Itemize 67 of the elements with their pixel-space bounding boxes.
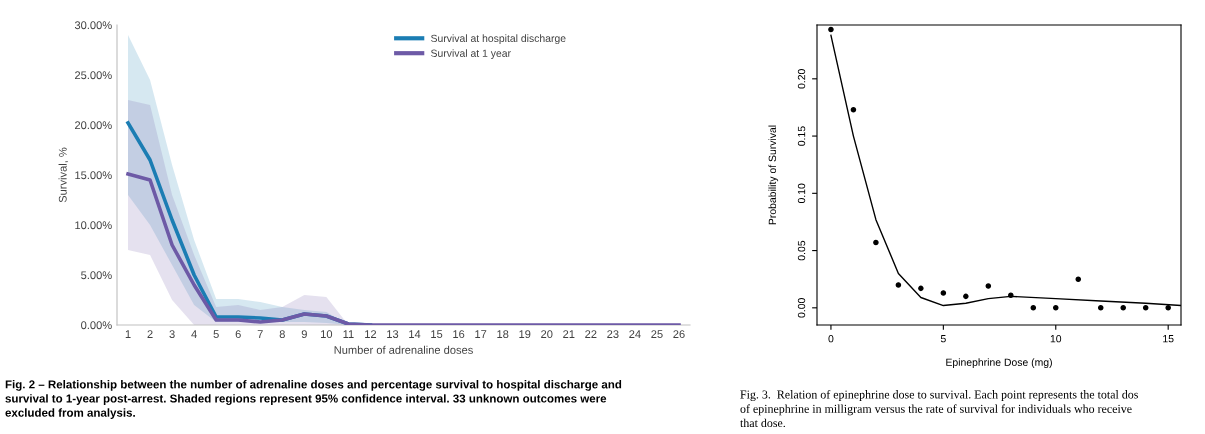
line-series [126, 172, 681, 325]
x-tick-label: 26 [673, 330, 685, 339]
y-tick-label: 5.00% [81, 271, 112, 280]
point [1008, 292, 1014, 299]
x-tick-label: 11 [343, 330, 354, 338]
x-tick-label: 5 [940, 335, 946, 343]
y-tick-label: 10.00% [75, 221, 112, 230]
y-tick-label: 15.00% [75, 171, 112, 180]
x-tick-label: 23 [607, 330, 619, 339]
legend-label: Survival at hospital discharge [431, 34, 566, 45]
x-tick-label: 10 [321, 330, 333, 339]
x-tick-label: 7 [257, 330, 263, 338]
point [1075, 276, 1082, 282]
point [828, 26, 834, 33]
x-tick-label: 18 [497, 330, 509, 339]
legend-label: Survival at 1 year [431, 49, 511, 59]
point [1165, 305, 1171, 311]
x-tick-label: 12 [365, 330, 377, 338]
point [850, 106, 857, 113]
y-axis-title: Probability of Survival [768, 125, 779, 225]
x-tick-label: 24 [629, 330, 641, 338]
y-tick-label: 0.00 [797, 298, 806, 318]
x-axis-title: Number of adrenaline doses [334, 345, 473, 354]
point [940, 290, 947, 296]
point [963, 293, 969, 300]
x-tick-label: 9 [301, 330, 307, 339]
point [1120, 305, 1126, 311]
y-tick-label: 0.10 [797, 183, 806, 204]
x-tick-label: 19 [519, 330, 531, 339]
y-tick-label: 0.20 [797, 69, 806, 89]
point [1030, 305, 1037, 311]
point [1097, 305, 1104, 311]
x-tick-label: 4 [191, 330, 197, 338]
point [918, 285, 924, 292]
y-tick-label: 0.00% [81, 321, 112, 330]
x-tick-label: 15 [1163, 335, 1174, 343]
y-tick-label: 0.05 [797, 240, 806, 261]
point [1052, 305, 1059, 311]
x-tick-label: 25 [651, 330, 663, 339]
caption: Fig. 3. Relation of epinephrine dose to survival. Each point represents the total dos of epinephrine in milligram versus the rate of survival for individuals who receive that dose. [740, 390, 1138, 428]
point [985, 283, 992, 289]
x-tick-label: 13 [387, 330, 399, 339]
x-tick-label: 1 [125, 330, 131, 338]
x-axis-title: Epinephrine Dose (mg) [946, 358, 1052, 369]
x-tick-label: 21 [563, 330, 575, 338]
x-tick-label: 17 [475, 330, 487, 338]
point [895, 282, 902, 288]
x-tick-label: 3 [169, 330, 175, 339]
x-tick-label: 2 [147, 330, 153, 338]
y-tick-label: 25.00% [75, 71, 112, 80]
x-tick-label: 20 [541, 330, 553, 339]
x-tick-label: 6 [235, 330, 241, 339]
x-tick-label: 22 [585, 330, 597, 338]
caption: Fig. 2 – Relationship between the number of adrenaline doses and percentage survival to hospital discharge and survival to 1-year post-arrest. Shaded regions represent 95% confidence interval. 33 unknown outcomes were excluded from analysis. [5, 380, 622, 420]
x-tick-label: 8 [279, 330, 285, 339]
x-tick-label: 14 [409, 330, 421, 338]
x-tick-label: 0 [828, 335, 834, 343]
x-tick-label: 16 [453, 330, 465, 339]
x-tick-label: 15 [431, 330, 443, 339]
y-tick-label: 0.15 [797, 126, 806, 146]
y-tick-label: 20.00% [75, 121, 112, 130]
y-tick-label: 30.00% [74, 21, 112, 30]
point [873, 239, 879, 246]
y-axis-title: Survival, % [58, 147, 69, 203]
point [1142, 305, 1149, 311]
x-tick-label: 10 [1050, 335, 1062, 343]
x-tick-label: 5 [213, 330, 219, 339]
